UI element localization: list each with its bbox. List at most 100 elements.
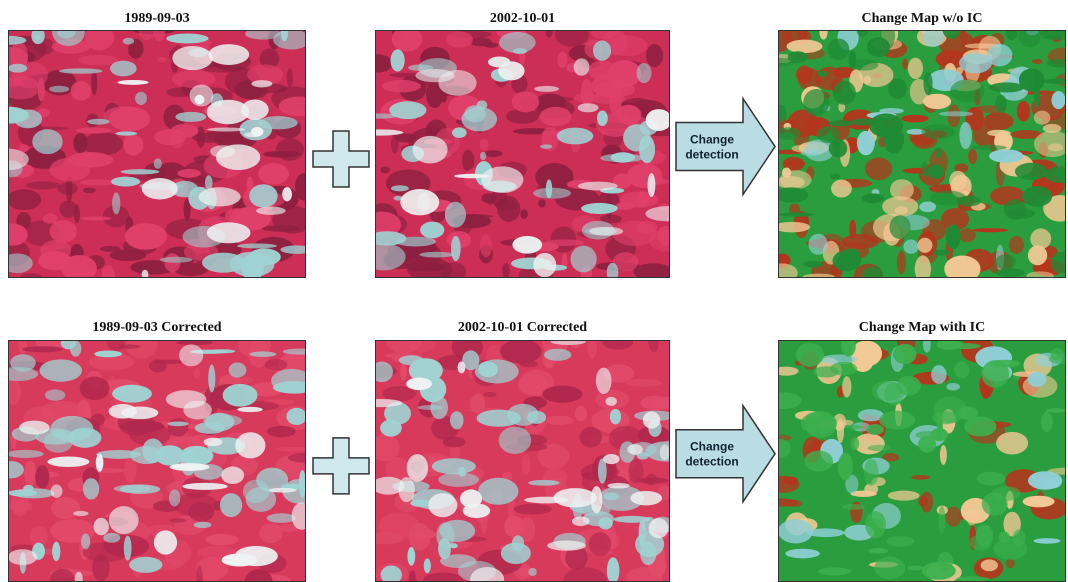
image-patch xyxy=(887,490,920,501)
image-patch xyxy=(1047,143,1064,152)
image-patch xyxy=(950,79,985,103)
image-patch xyxy=(224,208,251,223)
image-patch xyxy=(851,59,879,71)
image-patch xyxy=(167,418,189,437)
image-patch xyxy=(170,124,199,138)
image-patch xyxy=(864,157,893,181)
image-patch xyxy=(196,565,203,582)
image-patch xyxy=(989,359,1021,368)
image-patch xyxy=(483,150,503,158)
image-patch xyxy=(533,252,557,278)
image-border xyxy=(778,30,1066,278)
plus-sign xyxy=(312,130,370,188)
image-patch xyxy=(258,162,290,185)
image-patch xyxy=(640,395,670,411)
image-patch xyxy=(861,267,880,278)
image-patch xyxy=(556,127,594,145)
image-patch xyxy=(122,37,135,45)
image-patch xyxy=(228,362,247,378)
image-patch xyxy=(375,361,393,383)
image-patch xyxy=(169,463,210,471)
image-patch xyxy=(1005,557,1015,569)
image-patch xyxy=(110,60,137,77)
image-patch xyxy=(208,364,216,393)
image-patch xyxy=(167,421,189,427)
image-patch xyxy=(380,166,391,174)
image-patch xyxy=(202,414,243,427)
image-patch xyxy=(196,126,206,148)
image-patch xyxy=(375,54,393,73)
image-patch xyxy=(832,413,847,431)
image-patch xyxy=(579,426,603,448)
image-patch xyxy=(989,149,1024,163)
image-patch xyxy=(274,446,306,452)
image-patch xyxy=(78,54,119,66)
panel-title: 1989-09-03 xyxy=(124,11,189,26)
image-patch xyxy=(287,453,306,463)
image-patch xyxy=(135,91,147,105)
image-patch xyxy=(194,94,205,105)
image-patch xyxy=(286,68,294,87)
image-patch xyxy=(832,80,856,105)
image-patch xyxy=(378,512,420,540)
image-patch xyxy=(778,263,798,278)
image-patch xyxy=(101,264,115,278)
image-patch xyxy=(198,187,241,207)
arrow-label: detection xyxy=(685,148,738,162)
image-patch xyxy=(423,572,464,582)
image-patch xyxy=(805,412,824,427)
image-patch xyxy=(242,479,270,504)
image-patch xyxy=(553,488,597,508)
image-patch xyxy=(557,51,568,69)
image-patch xyxy=(933,249,951,256)
image-patch xyxy=(930,190,967,206)
image-patch xyxy=(639,135,656,164)
panel-title: Change Map w/o IC xyxy=(862,11,983,26)
image-patch xyxy=(50,568,75,582)
image-patch xyxy=(169,518,187,523)
image-patch xyxy=(778,475,800,493)
image-patch xyxy=(282,348,306,355)
image-patch xyxy=(135,415,146,433)
image-patch xyxy=(944,255,981,278)
image-patch xyxy=(778,438,791,458)
image-patch xyxy=(941,208,970,231)
image-patch xyxy=(204,175,213,191)
image-patch xyxy=(1022,186,1053,207)
image-patch xyxy=(454,173,490,179)
image-panel xyxy=(375,30,670,278)
image-patch xyxy=(82,187,96,194)
image-patch xyxy=(380,565,402,582)
image-patch xyxy=(271,368,306,393)
image-patch xyxy=(537,443,570,470)
image-patch xyxy=(39,359,83,382)
image-patch xyxy=(235,432,266,459)
image-patch xyxy=(128,50,135,55)
image-patch xyxy=(375,129,404,136)
image-patch xyxy=(945,506,962,527)
image-patch xyxy=(903,239,919,254)
image-patch xyxy=(910,475,931,480)
image-patch xyxy=(182,482,228,490)
image-patch xyxy=(612,252,639,272)
image-panel xyxy=(8,340,306,582)
image-patch xyxy=(196,556,229,580)
image-patch xyxy=(778,519,814,544)
image-patch xyxy=(113,484,151,493)
image-patch xyxy=(259,48,280,69)
image-patch xyxy=(175,111,207,122)
image-patch xyxy=(273,30,306,50)
image-patch xyxy=(996,431,1029,455)
image-patch xyxy=(512,235,543,254)
image-patch xyxy=(438,472,480,487)
image-patch xyxy=(550,340,587,345)
image-patch xyxy=(245,30,281,40)
image-patch xyxy=(857,409,884,422)
image-patch xyxy=(647,173,656,198)
image-patch xyxy=(391,185,409,192)
image-patch xyxy=(22,220,60,246)
image-patch xyxy=(528,479,560,486)
image-patch xyxy=(524,496,569,504)
image-patch xyxy=(502,263,510,278)
image-patch xyxy=(92,554,110,582)
